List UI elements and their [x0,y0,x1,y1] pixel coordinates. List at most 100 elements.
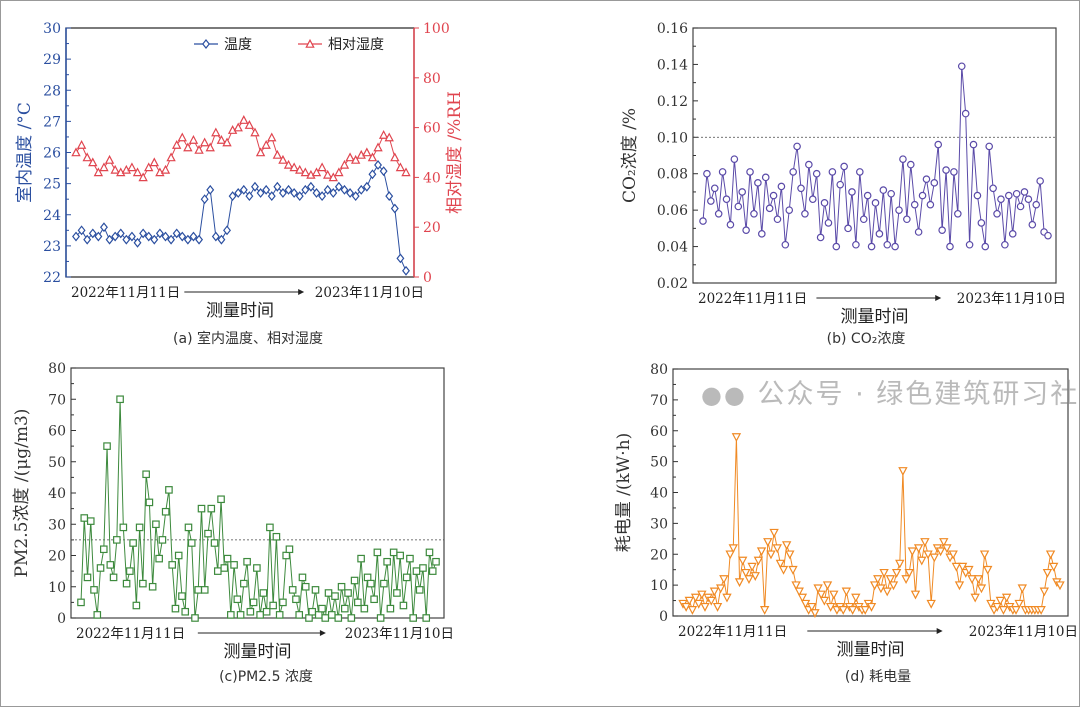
data-point [1028,220,1037,229]
data-point [351,191,360,202]
data-point [217,234,226,245]
data-point [305,614,313,622]
data-point [327,611,336,619]
data-point [273,181,282,192]
data-point [308,607,317,616]
y-axis-label: CO₂浓度 /% [620,108,640,203]
data-point [346,188,355,198]
data-point [76,139,87,149]
data-point [233,122,243,132]
x-end-label: 2023年11月10日 [957,291,1066,307]
data-point [879,568,889,578]
data-point [376,614,385,622]
data-point [122,234,131,245]
data-point [380,579,388,588]
data-point [389,548,398,557]
caption-d: (d) 耗电量 [844,669,912,685]
data-point [251,181,259,192]
data-point [1045,550,1056,560]
data-point [142,470,150,479]
data-point [419,564,427,572]
data-point [290,188,299,198]
data-point [851,593,861,603]
data-point [155,228,164,239]
data-point [852,240,860,249]
data-point [1012,189,1021,198]
data-point [321,614,330,622]
data-point [402,265,410,276]
x-end-label: 2023年11月10日 [345,626,454,642]
data-point [1024,195,1033,204]
data-point [699,217,707,225]
data-point [187,539,196,547]
y-tick-label: 30 [650,516,668,532]
data-point [891,242,899,251]
data-point [747,562,757,572]
data-point [954,581,965,591]
data-point [914,228,923,236]
data-point [181,607,190,616]
y-tick-label: 80 [48,361,66,377]
y2-tick-label: 80 [423,71,441,87]
data-point [891,568,902,578]
data-point [311,586,320,594]
data-point [684,596,694,606]
y-axis-label: 耗电量 /(kW·h) [614,433,634,553]
data-point [1055,581,1065,591]
series-温度 [72,159,410,276]
data-point [318,604,326,613]
data-point [328,172,338,182]
data-point [432,557,440,566]
y-tick-label: 30 [43,21,61,37]
data-point [88,228,97,239]
data-point [825,602,836,612]
data-point [71,147,81,157]
data-point [901,575,911,585]
data-point [178,231,187,242]
data-point [80,514,89,522]
data-point [261,139,271,149]
data-point [262,184,271,195]
data-point [694,599,704,609]
data-point [700,602,710,612]
data-point [211,231,220,242]
data-point [847,606,858,615]
data-point [354,598,362,607]
data-point [379,166,388,177]
y-tick-label: 0.08 [657,167,688,183]
data-point [236,611,245,619]
legend-marker [305,38,315,48]
data-point [256,611,264,619]
y-tick-label: 0.10 [657,130,688,146]
data-point [191,614,199,622]
data-point [428,567,437,575]
data-point [1017,584,1027,594]
data-point [883,240,892,249]
data-point [856,168,864,176]
data-point [216,134,227,144]
data-point [194,144,204,154]
data-point [90,586,98,594]
data-point [160,164,171,174]
x-axis-label: 测量时间 [206,301,274,321]
data-point [765,204,774,213]
data-point [168,561,176,569]
data-point [903,215,911,224]
data-point [951,562,962,572]
y-tick-label: 40 [650,486,668,502]
x-axis-label: 测量时间 [841,307,909,327]
data-point [262,607,271,616]
y2-axis-label: 相对湿度 /%RH [445,91,465,214]
data-point [1049,562,1059,572]
data-point [973,191,982,200]
y-tick-label: 25 [43,177,61,193]
y-tick-label: 10 [650,578,668,594]
data-point [390,203,399,214]
y-tick-label: 23 [43,239,61,255]
data-point [267,132,277,142]
x-end-label: 2023年11月10日 [315,285,424,301]
data-point [829,590,839,600]
data-point [719,575,729,585]
y-tick-label: 70 [48,392,66,408]
data-point [961,109,970,118]
